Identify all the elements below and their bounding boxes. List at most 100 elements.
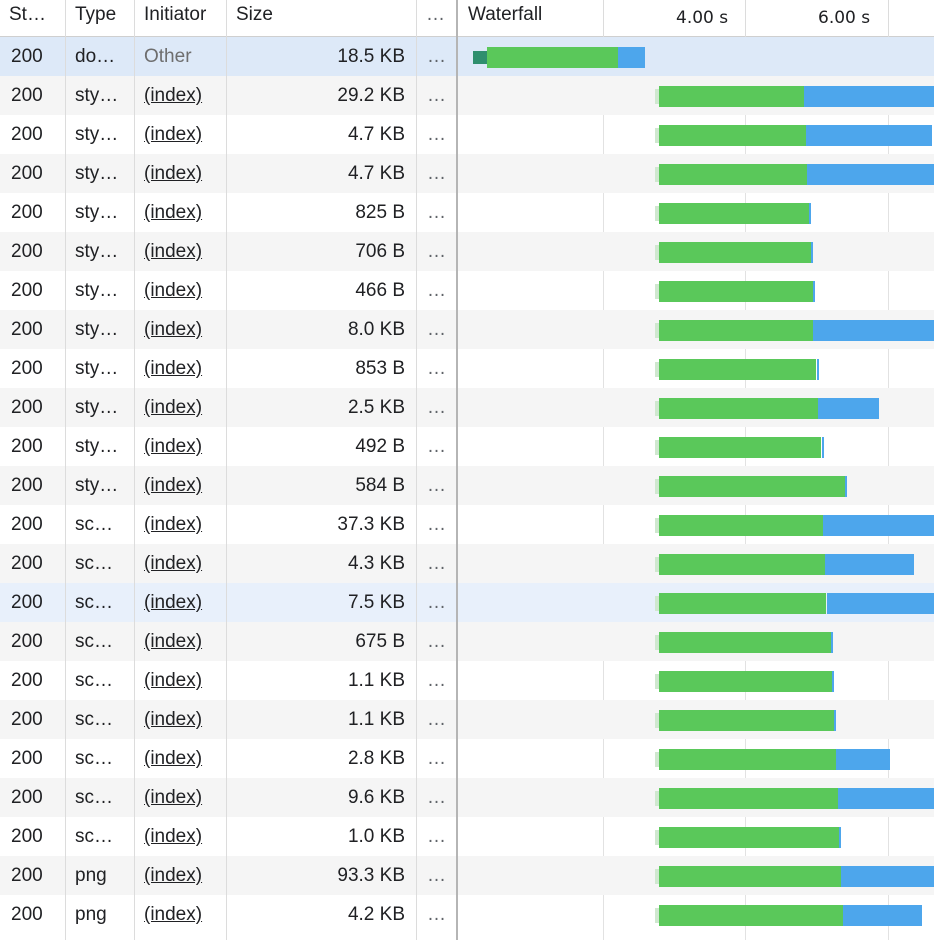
initiator-link[interactable]: (index) [144,85,203,106]
waterfall-bar-waiting[interactable] [659,515,823,536]
waterfall-bar-download[interactable] [826,593,934,614]
waterfall-bar-waiting[interactable] [659,905,843,926]
waterfall-bar-download[interactable] [842,905,923,926]
waterfall-bar-download[interactable] [817,398,880,419]
initiator-link[interactable]: (index) [144,670,203,691]
waterfall-divider[interactable] [456,0,458,940]
waterfall-bar-waiting[interactable] [659,125,806,146]
request-row[interactable]: 200 sty… (index) 825 B… [0,193,934,232]
initiator-link[interactable]: (index) [144,397,203,418]
initiator-link[interactable]: (index) [144,826,203,847]
initiator-link[interactable]: (index) [144,436,203,457]
request-row[interactable]: 200 png (index) 93.3 KB… [0,856,934,895]
request-row[interactable]: 200 sty… (index) 29.2 KB… [0,76,934,115]
waterfall-bar-download[interactable] [825,554,915,575]
waterfall-bar-waiting[interactable] [659,86,804,107]
request-row[interactable]: 200 sty… (index) 492 B… [0,427,934,466]
waterfall-bar-download[interactable] [816,359,819,380]
waterfall-bar-download[interactable] [839,827,842,848]
column-header-size[interactable]: Size [227,0,417,36]
waterfall-bar-waiting[interactable] [659,242,811,263]
initiator-link[interactable]: (index) [144,163,203,184]
more-cell: … [427,631,446,652]
request-row[interactable]: 200 sc… (index) 37.3 KB… [0,505,934,544]
waterfall-bar-waiting[interactable] [659,476,846,497]
waterfall-bar-download[interactable] [812,281,815,302]
waterfall-bar-waiting[interactable] [659,593,827,614]
column-header-initiator[interactable]: Initiator [135,0,227,36]
waterfall-bar-waiting[interactable] [659,632,831,653]
column-header-waterfall[interactable]: Waterfall [468,4,543,25]
waterfall-bar-waiting[interactable] [659,866,841,887]
initiator-link[interactable]: (index) [144,865,203,886]
request-row[interactable]: 200 sc… (index) 1.1 KB… [0,661,934,700]
initiator-link[interactable]: (index) [144,475,203,496]
waterfall-bar-download[interactable] [805,125,933,146]
request-row[interactable]: 200 sty… (index) 853 B… [0,349,934,388]
waterfall-bar-waiting[interactable] [659,788,838,809]
request-row[interactable]: 200 sty… (index) 4.7 KB… [0,154,934,193]
waterfall-bar-download[interactable] [821,437,824,458]
waterfall-bar-download[interactable] [840,866,934,887]
type-cell: sc… [75,787,113,808]
waterfall-bar-download[interactable] [807,164,934,185]
waterfall-bar-waiting[interactable] [659,320,813,341]
waterfall-bar-download[interactable] [809,203,812,224]
initiator-link[interactable]: (index) [144,124,203,145]
request-row[interactable]: 200 png (index) 4.2 KB… [0,895,934,934]
waterfall-bar-waiting[interactable] [659,749,836,770]
waterfall-bar-download[interactable] [830,632,833,653]
waterfall-bar-download[interactable] [834,710,837,731]
waterfall-bar-download[interactable] [822,515,934,536]
request-row[interactable]: 200 sc… (index) 675 B… [0,622,934,661]
request-row[interactable]: 200 sc… (index) 7.5 KB… [0,583,934,622]
initiator-link[interactable]: (index) [144,904,203,925]
request-row[interactable]: 200 sty… (index) 4.7 KB… [0,115,934,154]
waterfall-bar-waiting[interactable] [659,281,813,302]
waterfall-bar-waiting[interactable] [659,398,818,419]
initiator-link[interactable]: (index) [144,358,203,379]
waterfall-bar-download[interactable] [618,47,645,68]
request-row[interactable]: 200 sc… (index) 4.3 KB… [0,544,934,583]
waterfall-bar-waiting[interactable] [659,359,817,380]
request-row[interactable]: 200 sc… (index) 9.6 KB… [0,778,934,817]
waterfall-bar-waiting[interactable] [659,203,810,224]
waterfall-bar-download[interactable] [837,788,934,809]
waterfall-bar-download[interactable] [803,86,934,107]
initiator-link[interactable]: (index) [144,787,203,808]
column-header-more[interactable]: … [417,0,457,36]
request-row[interactable]: 200 sty… (index) 706 B… [0,232,934,271]
initiator-link[interactable]: (index) [144,748,203,769]
initiator-link[interactable]: (index) [144,553,203,574]
request-row[interactable]: 200 sty… (index) 2.5 KB… [0,388,934,427]
waterfall-bar-download[interactable] [810,242,813,263]
column-header-status[interactable]: St… [0,0,66,36]
request-row[interactable]: 200 sc… (index) 2.8 KB… [0,739,934,778]
request-row[interactable]: 200 sty… (index) 466 B… [0,271,934,310]
waterfall-bar-download[interactable] [812,320,934,341]
request-row[interactable]: 200 sty… (index) 8.0 KB… [0,310,934,349]
initiator-link[interactable]: (index) [144,514,203,535]
waterfall-bar-waiting[interactable] [659,164,808,185]
initiator-link[interactable]: (index) [144,241,203,262]
waterfall-bar-waiting[interactable] [659,710,835,731]
request-row[interactable]: 200 sty… (index) 584 B… [0,466,934,505]
request-row[interactable]: 200 sc… (index) 1.0 KB… [0,817,934,856]
waterfall-bar-waiting[interactable] [659,437,822,458]
waterfall-bar-download[interactable] [835,749,891,770]
initiator-link[interactable]: (index) [144,280,203,301]
initiator-link[interactable]: (index) [144,631,203,652]
waterfall-bar-waiting[interactable] [487,47,619,68]
waterfall-bar-download[interactable] [845,476,848,497]
column-header-type[interactable]: Type [66,0,135,36]
initiator-link[interactable]: (index) [144,592,203,613]
waterfall-bar-download[interactable] [832,671,835,692]
waterfall-bar-waiting[interactable] [659,671,833,692]
waterfall-bar-waiting[interactable] [659,827,840,848]
request-row[interactable]: 200 sc… (index) 1.1 KB… [0,700,934,739]
request-row[interactable]: 200 do… Other 18.5 KB… [0,37,934,76]
initiator-link[interactable]: (index) [144,319,203,340]
initiator-link[interactable]: (index) [144,202,203,223]
waterfall-bar-waiting[interactable] [659,554,826,575]
initiator-link[interactable]: (index) [144,709,203,730]
